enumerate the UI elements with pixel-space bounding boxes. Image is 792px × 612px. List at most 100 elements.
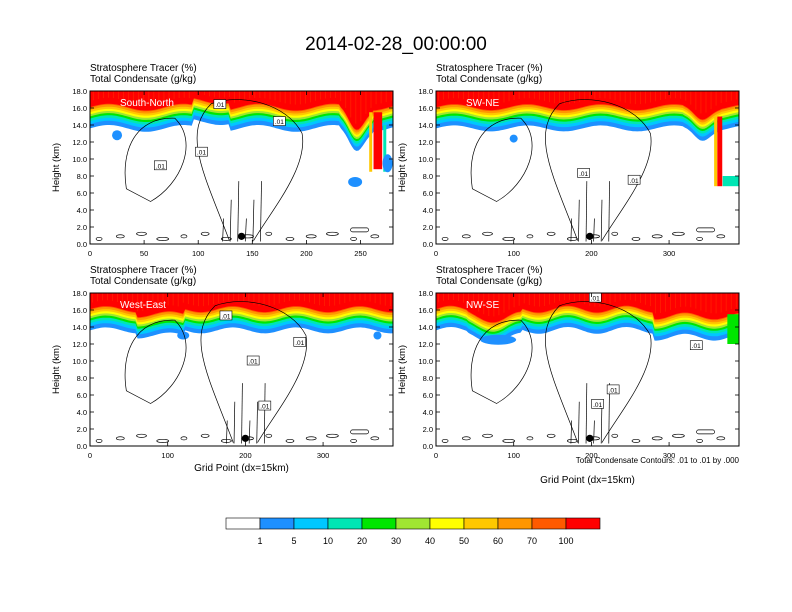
condensate-contour bbox=[461, 234, 471, 239]
y-tick-label: 16.0 bbox=[418, 306, 433, 315]
colorbar-label: 10 bbox=[323, 536, 333, 546]
tracer-band-100 bbox=[90, 91, 393, 130]
y-tick-label: 12.0 bbox=[72, 138, 87, 147]
condensate-contour bbox=[696, 429, 715, 435]
condensate-contour bbox=[546, 433, 556, 438]
condensate-contour bbox=[180, 234, 188, 239]
contour-label: .01 bbox=[197, 150, 206, 157]
condensate-contour bbox=[350, 438, 357, 443]
x-tick-label: 50 bbox=[140, 249, 148, 258]
condensate-contour bbox=[696, 236, 703, 241]
x-tick-label: 0 bbox=[88, 249, 92, 258]
x-tick-label: 0 bbox=[434, 249, 438, 258]
y-tick-label: 14.0 bbox=[72, 121, 87, 130]
colorbar-swatch bbox=[259, 517, 295, 530]
location-marker bbox=[586, 434, 594, 442]
tracer-patch bbox=[373, 331, 382, 340]
condensate-contour bbox=[566, 236, 578, 241]
panel-title-line2: Total Condensate (g/kg) bbox=[436, 74, 542, 85]
y-tick-label: 16.0 bbox=[72, 104, 87, 113]
condensate-contours bbox=[441, 99, 726, 242]
condensate-contours bbox=[95, 99, 380, 242]
condensate-contour bbox=[285, 236, 295, 241]
contour-label-box bbox=[627, 174, 641, 185]
contour-note: Total Condensate Contours: .01 to .01 by… bbox=[576, 456, 740, 465]
tracer-field bbox=[436, 293, 739, 446]
location-marker bbox=[241, 434, 249, 442]
x-tick-label: 150 bbox=[246, 249, 259, 258]
tracer-band-100 bbox=[90, 293, 393, 318]
condensate-contour bbox=[631, 438, 641, 443]
colorbar-label: 70 bbox=[527, 536, 537, 546]
panel-name: South-North bbox=[120, 98, 174, 109]
condensate-contour bbox=[136, 231, 147, 236]
contour-label-box bbox=[577, 168, 590, 178]
y-tick-label: 8.0 bbox=[423, 374, 433, 383]
condensate-filament bbox=[578, 199, 580, 242]
y-tick-label: 14.0 bbox=[418, 323, 433, 332]
condensate-contour bbox=[502, 236, 516, 241]
condensate-contour bbox=[196, 99, 304, 241]
condensate-filament bbox=[233, 401, 236, 444]
condensate-contour bbox=[696, 227, 715, 233]
condensate-contour bbox=[200, 301, 308, 443]
y-axis-label: Height (km) bbox=[397, 143, 408, 192]
condensate-contour bbox=[221, 438, 232, 443]
condensate-contour bbox=[265, 433, 273, 438]
panel-name: SW-NE bbox=[466, 98, 499, 109]
tracer-field bbox=[90, 293, 393, 446]
colorbar-swatch bbox=[497, 517, 533, 530]
condensate-contour bbox=[651, 234, 663, 239]
condensate-contour bbox=[526, 436, 534, 441]
y-tick-label: 10.0 bbox=[418, 155, 433, 164]
condensate-contour bbox=[326, 433, 339, 438]
x-tick-label: 200 bbox=[239, 451, 252, 460]
y-tick-label: 10.0 bbox=[418, 357, 433, 366]
colorbar-swatch bbox=[565, 517, 601, 530]
x-tick-label: 100 bbox=[192, 249, 205, 258]
tracer-plume bbox=[717, 116, 723, 187]
contour-label: .01 bbox=[593, 402, 602, 409]
condensate-contour bbox=[696, 438, 703, 443]
plot-frame bbox=[89, 292, 394, 447]
y-tick-label: 4.0 bbox=[423, 206, 433, 215]
panel-name: NW-SE bbox=[466, 300, 499, 311]
y-tick-label: 16.0 bbox=[72, 306, 87, 315]
y-tick-label: 14.0 bbox=[418, 121, 433, 130]
condensate-filament bbox=[585, 383, 588, 444]
colorbar-swatch bbox=[429, 517, 465, 530]
condensate-contour bbox=[441, 236, 449, 241]
panel-title-line1: Stratosphere Tracer (%) bbox=[90, 265, 197, 276]
contour-label: .01 bbox=[215, 102, 224, 109]
contour-label: .01 bbox=[692, 343, 701, 350]
condensate-contour bbox=[285, 438, 295, 443]
y-tick-label: 18.0 bbox=[418, 87, 433, 96]
tracer-patch bbox=[509, 134, 518, 143]
colorbar-swatch bbox=[395, 517, 431, 530]
y-tick-label: 0.0 bbox=[77, 240, 87, 249]
y-tick-label: 18.0 bbox=[418, 289, 433, 298]
x-tick-label: 100 bbox=[507, 451, 520, 460]
x-tick-label: 100 bbox=[161, 451, 174, 460]
y-tick-label: 4.0 bbox=[423, 408, 433, 417]
tracer-patch bbox=[727, 314, 739, 344]
condensate-contour bbox=[545, 301, 652, 443]
panel-name: West-East bbox=[120, 300, 166, 311]
panel-title-line1: Stratosphere Tracer (%) bbox=[90, 63, 197, 74]
y-tick-label: 6.0 bbox=[423, 391, 433, 400]
condensate-contour bbox=[502, 438, 516, 443]
condensate-contour bbox=[672, 231, 685, 236]
y-tick-label: 10.0 bbox=[72, 357, 87, 366]
tracer-plume bbox=[373, 112, 383, 170]
contour-label: .01 bbox=[275, 119, 284, 126]
condensate-contour bbox=[350, 429, 369, 435]
condensate-contour bbox=[115, 436, 125, 441]
condensate-contour bbox=[545, 99, 652, 241]
y-tick-label: 6.0 bbox=[77, 189, 87, 198]
condensate-contour bbox=[651, 436, 663, 441]
panel-west-east: Stratosphere Tracer (%) Total Condensate… bbox=[51, 265, 394, 474]
y-tick-label: 0.0 bbox=[77, 442, 87, 451]
y-tick-label: 2.0 bbox=[77, 223, 87, 232]
condensate-contour bbox=[350, 236, 357, 241]
